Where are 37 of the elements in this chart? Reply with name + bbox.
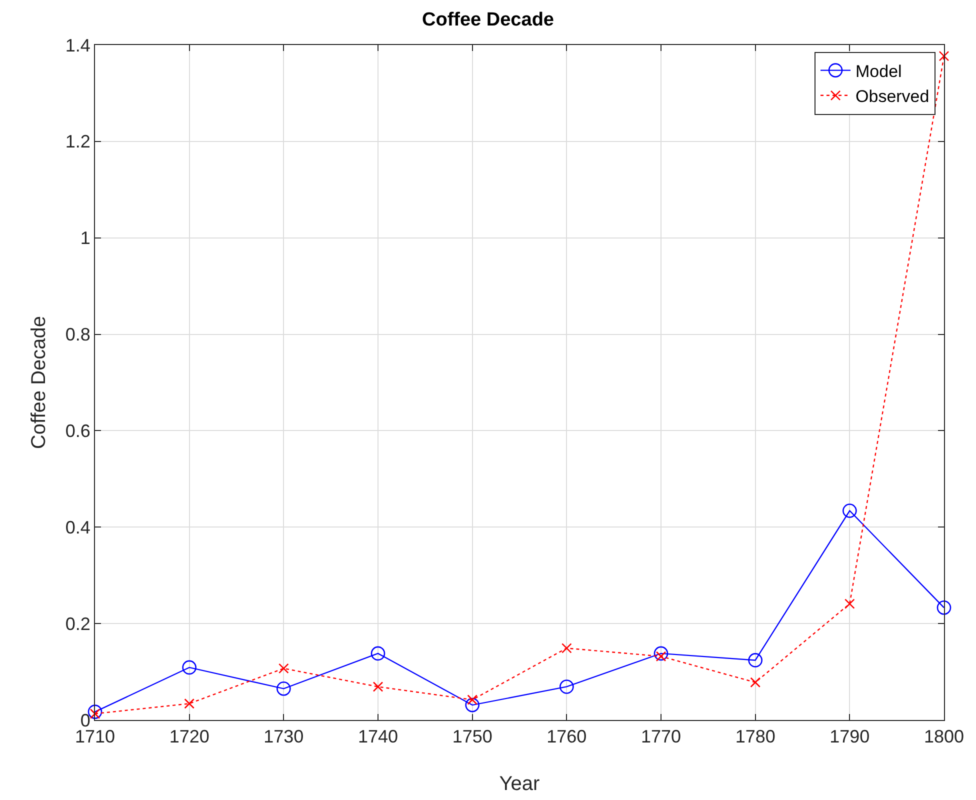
x-tick-label: 1790: [830, 726, 870, 747]
y-tick-label: 0.6: [65, 421, 90, 442]
point: [842, 504, 857, 518]
x-tick-label: 1730: [264, 726, 304, 747]
y-tick-label: 0.8: [65, 324, 90, 345]
point: [936, 600, 952, 615]
y-axis-title: Coffee Decade: [28, 316, 50, 450]
y-tick-label: 1: [80, 228, 90, 248]
x-tick-label: 1720: [169, 726, 210, 747]
point: [844, 598, 855, 609]
x-tick-label: 1740: [358, 726, 398, 747]
point: [184, 698, 194, 709]
y-tick-label: 1.4: [65, 35, 90, 56]
legend-label: Observed: [856, 87, 930, 106]
point: [370, 646, 386, 661]
x-tick-label: 1760: [546, 726, 587, 747]
point: [560, 680, 574, 694]
point: [748, 653, 762, 668]
point: [182, 660, 196, 675]
x-tick-label: 1780: [735, 726, 776, 747]
point: [278, 663, 289, 674]
legend-label: Model: [856, 62, 902, 81]
y-tick-label: 1.2: [65, 132, 90, 152]
y-tick-label: 0.4: [65, 517, 90, 538]
point: [465, 698, 480, 712]
point: [938, 50, 950, 62]
point: [276, 682, 291, 696]
point: [562, 643, 572, 654]
x-tick-label: 1770: [640, 726, 682, 747]
x-axis-title: Year: [499, 773, 540, 795]
point: [372, 682, 384, 692]
point: [750, 677, 760, 688]
y-tick-label: 0.2: [65, 614, 90, 634]
chart-title: Coffee Decade: [422, 9, 554, 30]
point: [654, 646, 668, 661]
x-tick-label: 1800: [924, 726, 964, 747]
x-tick-label: 1750: [452, 726, 492, 747]
